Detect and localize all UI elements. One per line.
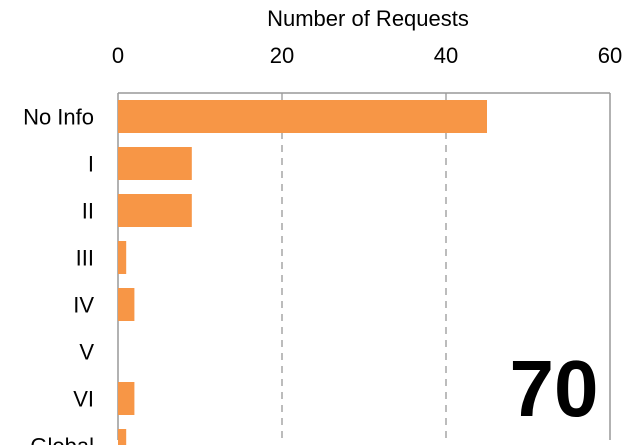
category-label: IV <box>73 293 94 318</box>
category-label: V <box>79 340 94 365</box>
category-label: I <box>88 152 94 177</box>
bar-iv <box>118 288 135 321</box>
category-label: VI <box>73 387 94 412</box>
bars <box>118 100 487 445</box>
x-tick-label: 20 <box>270 43 294 68</box>
category-labels: No InfoIIIIIIIVVVIGlobal <box>23 105 94 445</box>
category-label: III <box>76 246 94 271</box>
x-tick-label: 60 <box>598 43 622 68</box>
x-axis-title: Number of Requests <box>267 6 469 31</box>
x-tick-label: 0 <box>112 43 124 68</box>
bar-ii <box>118 194 192 227</box>
bar-vi <box>118 382 135 415</box>
bar-no-info <box>118 100 487 133</box>
x-tick-label: 40 <box>434 43 458 68</box>
bar-global <box>118 429 127 445</box>
category-label: Global <box>30 434 94 445</box>
bar-i <box>118 147 192 180</box>
bar-iii <box>118 241 127 274</box>
category-label: II <box>82 199 94 224</box>
category-label: No Info <box>23 105 94 130</box>
x-tick-labels: 0 20 40 60 <box>112 43 622 68</box>
total-count-label: 70 <box>510 344 599 433</box>
